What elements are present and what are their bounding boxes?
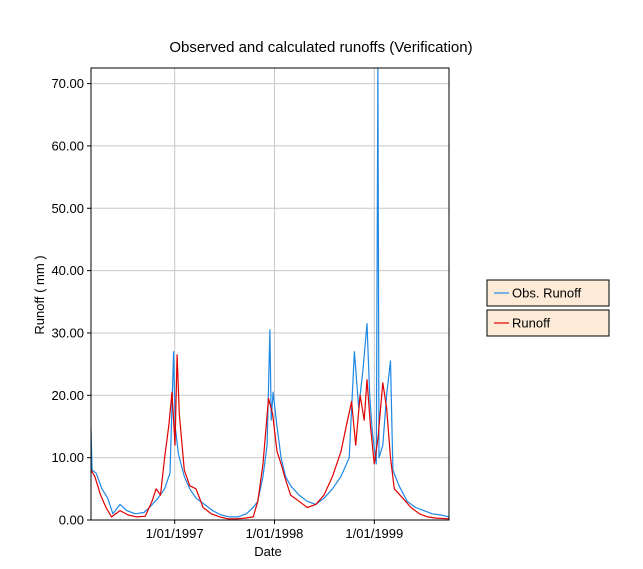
y-tick-label: 50.00 — [51, 201, 84, 216]
y-tick-label: 40.00 — [51, 263, 84, 278]
legend-box-runoff — [486, 309, 610, 337]
series-line-runoff — [90, 354, 450, 520]
series-lines — [90, 67, 450, 520]
legend-label-runoff: Runoff — [512, 316, 550, 331]
y-axis-label: Runoff ( mm ) — [32, 255, 47, 334]
y-tick-label: 20.00 — [51, 388, 84, 403]
x-axis-label: Date — [254, 544, 281, 559]
legend-label-obs: Obs. Runoff — [512, 286, 582, 301]
plot-frame — [90, 67, 450, 521]
y-tick-label: 0.00 — [59, 513, 84, 528]
y-tick-label: 30.00 — [51, 325, 84, 340]
x-axis-ticks: 1/01/1997 1/01/1998 1/01/1999 — [146, 520, 403, 541]
x-tick-label: 1/01/1998 — [246, 526, 304, 541]
y-tick-label: 60.00 — [51, 138, 84, 153]
y-tick-label: 70.00 — [51, 76, 84, 91]
x-tick-label: 1/01/1999 — [345, 526, 403, 541]
chart-title: Observed and calculated runoffs (Verific… — [169, 39, 472, 56]
grid-lines — [91, 68, 449, 521]
legend: Obs. Runoff Runoff — [486, 279, 610, 337]
series-line-obs-runoff — [90, 67, 450, 518]
y-axis-ticks: 0.00 10.00 20.00 30.00 40.00 50.00 60.00 70.00 — [51, 76, 91, 528]
y-tick-label: 10.00 — [51, 450, 84, 465]
x-tick-label: 1/01/1997 — [146, 526, 204, 541]
